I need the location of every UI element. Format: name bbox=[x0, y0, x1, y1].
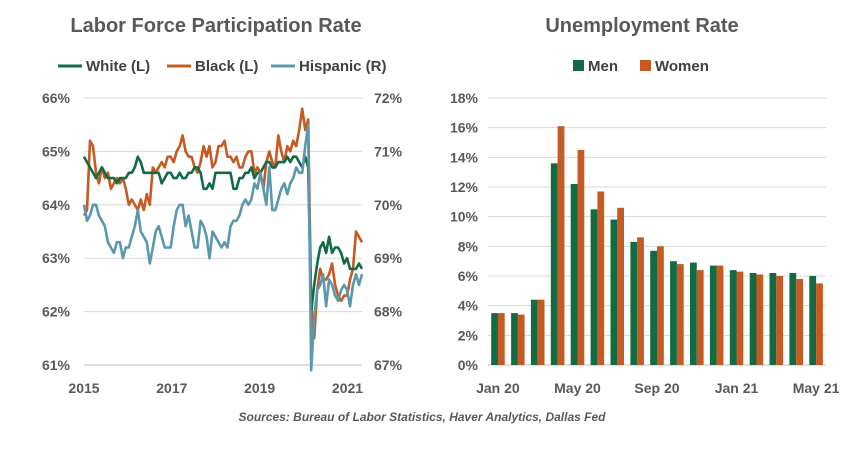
left-x-tick-label: 2021 bbox=[332, 380, 363, 396]
right-y-tick-label: 2% bbox=[458, 327, 479, 343]
legend-label-women: Women bbox=[655, 58, 709, 75]
right-x-tick-label: May 21 bbox=[793, 380, 840, 396]
bar-women bbox=[796, 279, 803, 365]
right-y-tick-label: 6% bbox=[458, 268, 479, 284]
left-x-tick-label: 2019 bbox=[244, 380, 275, 396]
bar-men bbox=[670, 261, 677, 365]
right-chart-title: Unemployment Rate bbox=[545, 15, 738, 37]
line-white bbox=[82, 155, 364, 313]
left-y-tick-label: 61% bbox=[42, 357, 71, 373]
right-x-tick-label: Sep 20 bbox=[634, 380, 679, 396]
right-y-tick-label: 10% bbox=[450, 209, 479, 225]
bar-women bbox=[676, 264, 684, 365]
bar-men bbox=[809, 276, 817, 365]
bar-men bbox=[769, 273, 777, 365]
legend-label-black: Black (L) bbox=[195, 58, 258, 75]
bar-men bbox=[550, 163, 558, 365]
bar-women bbox=[776, 276, 784, 365]
bar-men bbox=[650, 250, 657, 365]
right-y-tick-label: 14% bbox=[450, 149, 479, 165]
right-y-tick-label: 0% bbox=[458, 357, 479, 373]
left-y-tick-label: 63% bbox=[42, 250, 71, 266]
left-legend: White (L) Black (L) Hispanic (R) bbox=[58, 58, 387, 75]
legend-label-hispanic: Hispanic (R) bbox=[299, 58, 387, 75]
bar-women bbox=[716, 265, 724, 365]
right-y-axis-ticks: 0% 2% 4% 6% 8% 10% 12% 14% 16% 18% bbox=[450, 90, 479, 373]
left-y2-tick-label: 71% bbox=[374, 143, 403, 159]
bar-women bbox=[597, 191, 605, 365]
left-x-tick-label: 2017 bbox=[156, 380, 187, 396]
bar-women bbox=[537, 299, 545, 365]
bar-men bbox=[610, 219, 618, 365]
left-y-tick-label: 62% bbox=[42, 304, 71, 320]
right-y-tick-label: 18% bbox=[450, 90, 479, 106]
legend-label-men: Men bbox=[588, 58, 618, 75]
left-y2-tick-label: 72% bbox=[374, 90, 403, 106]
left-plot-lines bbox=[82, 107, 364, 372]
bar-men bbox=[491, 313, 498, 365]
bar-men bbox=[729, 270, 737, 365]
right-plot-bars bbox=[491, 126, 823, 366]
left-gridlines bbox=[84, 97, 362, 366]
left-y2-tick-label: 69% bbox=[374, 250, 403, 266]
bar-women bbox=[617, 207, 624, 365]
bar-men bbox=[789, 273, 797, 365]
bar-women bbox=[557, 126, 565, 365]
bar-women bbox=[756, 274, 764, 365]
left-y2-tick-label: 70% bbox=[374, 197, 403, 213]
right-y-tick-label: 8% bbox=[458, 238, 479, 254]
legend-label-white: White (L) bbox=[86, 58, 150, 75]
right-y-tick-label: 12% bbox=[450, 179, 479, 195]
line-hispanic bbox=[82, 123, 364, 372]
bar-women bbox=[816, 283, 823, 365]
bar-men bbox=[570, 184, 578, 365]
left-y-tick-label: 65% bbox=[42, 143, 71, 159]
bar-women bbox=[577, 149, 585, 365]
legend-swatch-men bbox=[573, 60, 584, 71]
bar-men bbox=[709, 265, 717, 365]
bar-men bbox=[530, 299, 538, 365]
bar-women bbox=[497, 313, 505, 365]
left-y-axis-left-ticks: 61% 62% 63% 64% 65% 66% bbox=[42, 90, 71, 373]
bar-women bbox=[736, 271, 744, 365]
bar-men bbox=[690, 262, 697, 365]
left-y2-tick-label: 67% bbox=[374, 357, 403, 373]
right-y-tick-label: 4% bbox=[458, 298, 479, 314]
bar-men bbox=[511, 313, 518, 365]
bar-women bbox=[657, 246, 664, 365]
legend-swatch-women bbox=[640, 60, 651, 71]
right-x-tick-label: Jan 21 bbox=[715, 380, 759, 396]
left-y2-tick-label: 68% bbox=[374, 304, 403, 320]
left-x-tick-label: 2015 bbox=[68, 380, 99, 396]
bar-women bbox=[517, 314, 525, 365]
left-y-tick-label: 64% bbox=[42, 197, 71, 213]
left-y-axis-right-ticks: 67% 68% 69% 70% 71% 72% bbox=[374, 90, 403, 373]
left-y-tick-label: 66% bbox=[42, 90, 71, 106]
source-note: Sources: Bureau of Labor Statistics, Hav… bbox=[238, 410, 606, 424]
right-x-axis-ticks: Jan 20 May 20 Sep 20 Jan 21 May 21 bbox=[476, 380, 840, 396]
bar-women bbox=[696, 270, 704, 365]
bar-men bbox=[590, 209, 598, 366]
right-x-tick-label: Jan 20 bbox=[476, 380, 520, 396]
bar-men bbox=[630, 241, 638, 365]
right-y-tick-label: 16% bbox=[450, 120, 479, 136]
bar-women bbox=[637, 237, 644, 365]
left-x-axis-ticks: 2015 2017 2019 2021 bbox=[68, 380, 363, 396]
right-legend: Men Women bbox=[573, 58, 709, 75]
line-black bbox=[82, 107, 364, 340]
right-x-tick-label: May 20 bbox=[554, 380, 601, 396]
left-chart-title: Labor Force Participation Rate bbox=[70, 15, 361, 37]
bar-men bbox=[749, 273, 757, 365]
